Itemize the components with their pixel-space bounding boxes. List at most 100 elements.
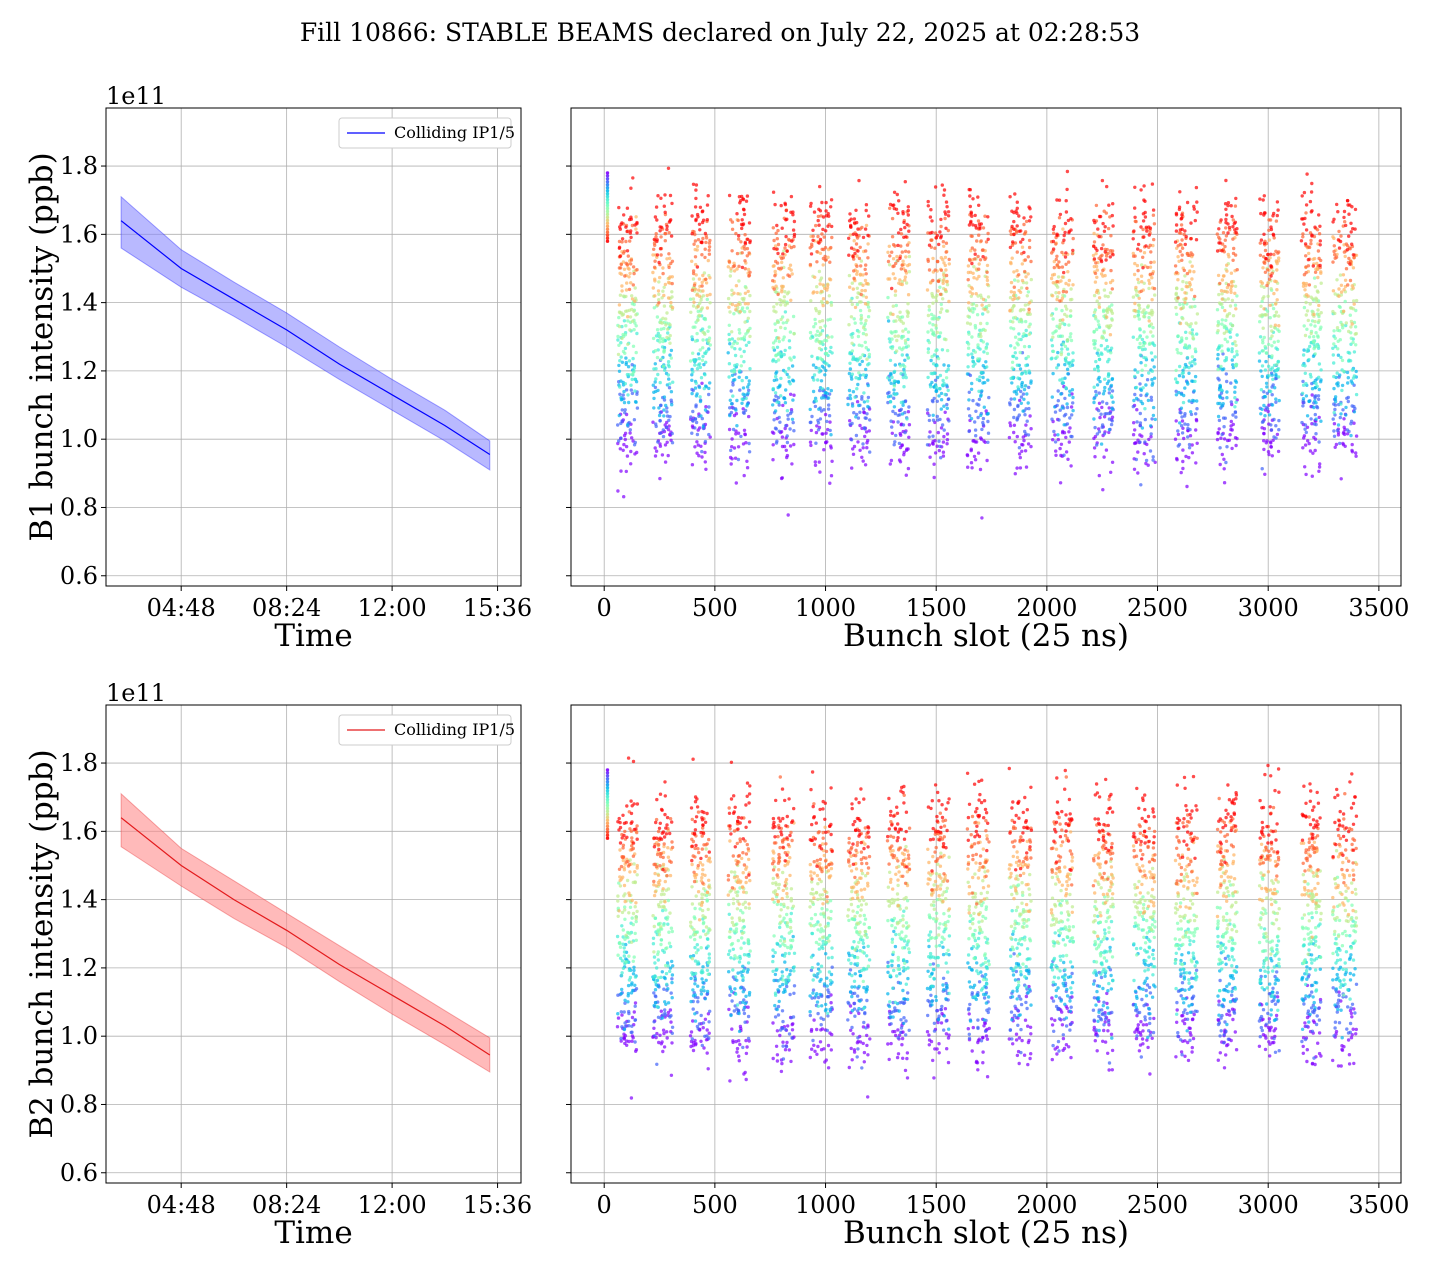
scatter-point: [1013, 192, 1017, 196]
scatter-point: [809, 299, 813, 303]
scatter-point: [1269, 441, 1273, 445]
scatter-point: [866, 1023, 870, 1027]
scatter-point: [974, 434, 978, 438]
scatter-point: [668, 341, 672, 345]
scatter-point: [1105, 1001, 1109, 1006]
scatter-point: [669, 261, 673, 266]
scatter-point: [1263, 261, 1267, 265]
scatter-point: [888, 358, 893, 363]
scatter-point: [1023, 230, 1028, 234]
scatter-point: [1304, 211, 1308, 215]
scatter-point: [620, 360, 625, 364]
scatter-point: [866, 233, 870, 238]
scatter-point: [1020, 449, 1024, 453]
scatter-point: [1229, 419, 1234, 424]
scatter-point: [743, 432, 747, 437]
scatter-point: [945, 205, 949, 209]
scatter-point: [1224, 460, 1228, 465]
scatter-point: [1133, 215, 1137, 219]
scatter-point: [852, 269, 856, 273]
scatter-point: [737, 279, 741, 283]
scatter-point: [927, 435, 931, 439]
x-tick-label: 2000: [1016, 594, 1077, 622]
scatter-point: [817, 207, 821, 211]
scatter-point: [1094, 290, 1099, 294]
scatter-point: [1093, 280, 1098, 284]
scatter-point: [737, 328, 741, 332]
scatter-point: [937, 448, 941, 453]
scatter-point: [1343, 444, 1347, 448]
scatter-point: [773, 391, 778, 395]
scatter-point: [850, 1058, 854, 1062]
scatter-point: [856, 249, 860, 253]
scatter-point: [1109, 234, 1113, 238]
scatter-point: [1333, 399, 1338, 404]
scatter-point: [780, 287, 784, 292]
scatter-point: [1353, 325, 1358, 329]
scatter-point: [815, 356, 820, 360]
scatter-point: [903, 358, 907, 362]
scatter-point: [1337, 246, 1342, 250]
scatter-point: [777, 339, 781, 344]
scatter-point: [748, 334, 752, 339]
y-tick-label: 1.8: [60, 749, 98, 777]
scatter-point: [1068, 416, 1072, 420]
scatter-point: [605, 233, 610, 237]
scatter-point: [1301, 383, 1306, 387]
scatter-point: [1109, 346, 1114, 350]
scatter-point: [1190, 451, 1195, 455]
scatter-point: [786, 417, 790, 421]
scatter-point: [821, 215, 826, 219]
scatter-point: [1099, 442, 1104, 446]
scatter-point: [1176, 278, 1180, 282]
scatter-point: [1106, 226, 1111, 231]
scatter-point: [696, 215, 700, 219]
scatter-point: [1216, 367, 1220, 372]
scatter-point: [967, 429, 971, 434]
scatter-point: [898, 364, 903, 368]
scatter-point: [970, 287, 974, 291]
scatter-point: [622, 319, 627, 323]
scatter-point: [1142, 452, 1146, 456]
scatter-point: [694, 196, 698, 201]
scatter-point: [740, 306, 745, 310]
scatter-point: [929, 238, 933, 242]
scatter-point: [1149, 260, 1153, 265]
scatter-point: [616, 334, 620, 339]
scatter-point: [1194, 349, 1198, 354]
scatter-point: [1106, 372, 1111, 376]
x-tick-label: 2500: [1127, 1191, 1188, 1219]
scatter-point: [902, 367, 906, 372]
scatter-point: [986, 431, 991, 435]
scatter-point: [1139, 399, 1143, 404]
scatter-point: [861, 407, 866, 411]
scatter-point: [789, 298, 793, 302]
scatter-point: [856, 334, 861, 339]
scatter-point: [825, 419, 829, 424]
scatter-point: [966, 365, 970, 369]
scatter-point: [900, 353, 904, 357]
scatter-point: [927, 1033, 931, 1037]
scatter-point: [747, 340, 751, 345]
scatter-point: [1151, 455, 1155, 459]
y-tick-label: 1.2: [60, 357, 98, 385]
scatter-point: [658, 275, 662, 280]
scatter-point: [605, 236, 610, 240]
scatter-point: [944, 250, 948, 254]
scatter-point: [938, 310, 943, 314]
scatter-point: [775, 237, 779, 241]
scatter-point: [970, 381, 974, 386]
scatter-point: [976, 415, 980, 420]
scatter-point: [1347, 351, 1352, 355]
scatter-point: [1110, 460, 1115, 464]
scatter-point: [985, 412, 990, 416]
scatter-point: [1258, 197, 1262, 201]
scatter-point: [747, 388, 751, 392]
scatter-point: [937, 394, 941, 398]
scatter-point: [1180, 287, 1184, 292]
scatter-point: [1149, 330, 1153, 334]
scatter-point: [1262, 194, 1267, 198]
scatter-point: [697, 356, 701, 361]
scatter-point: [1101, 243, 1105, 247]
